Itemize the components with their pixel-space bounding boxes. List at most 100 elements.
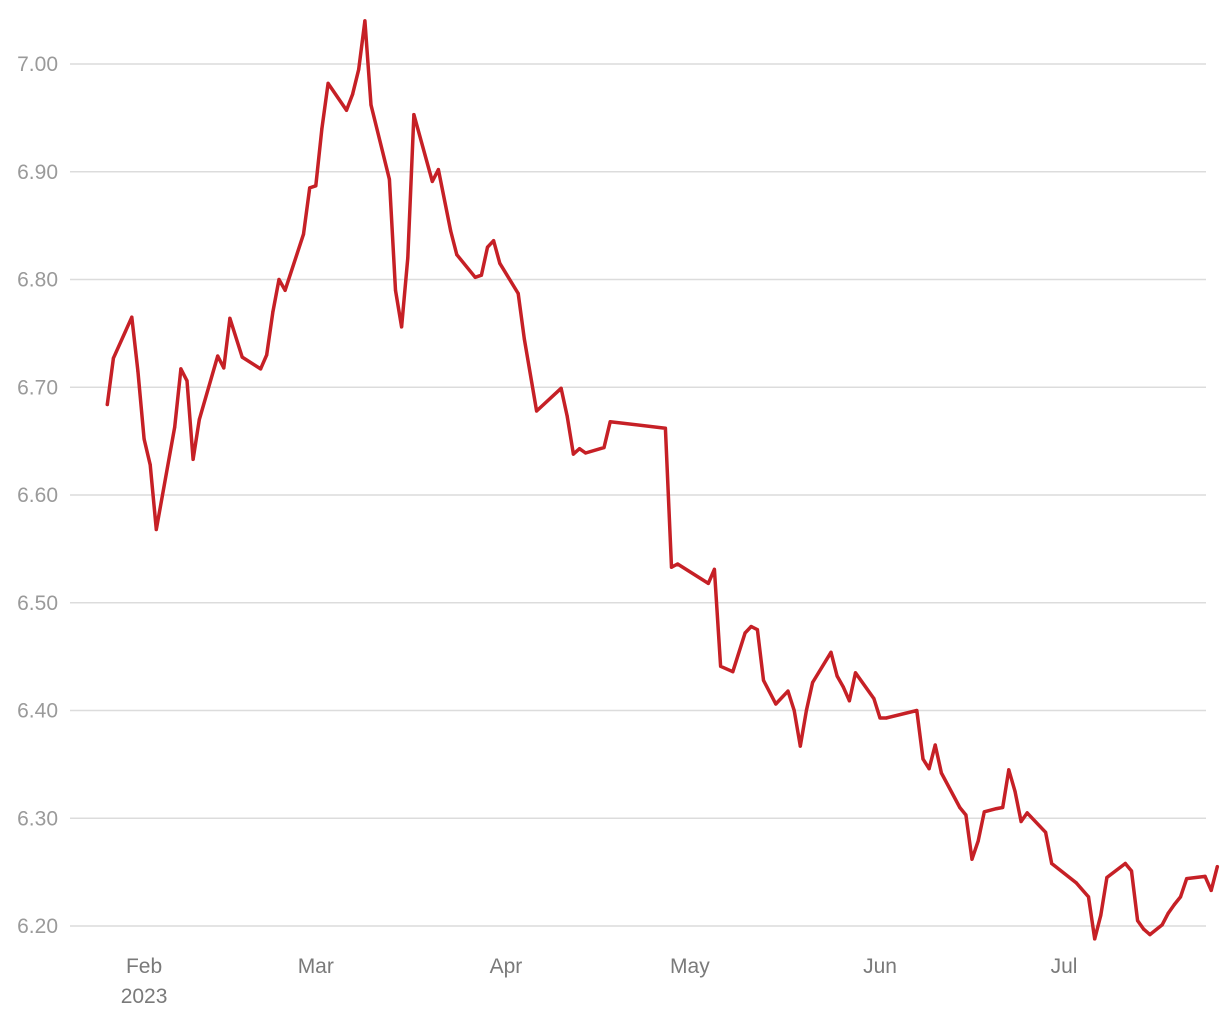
data-point <box>921 757 925 761</box>
data-point <box>878 716 882 720</box>
data-point <box>430 179 434 183</box>
data-point <box>743 631 747 635</box>
data-point <box>884 716 888 720</box>
data-point <box>485 245 490 249</box>
x-tick-label: Jul <box>1051 955 1078 978</box>
data-point <box>142 437 146 441</box>
data-point <box>283 288 287 292</box>
data-point <box>136 369 140 373</box>
data-point <box>455 253 459 257</box>
data-point <box>958 805 962 810</box>
data-point <box>1185 877 1189 881</box>
data-point <box>326 81 330 85</box>
data-point <box>712 567 717 571</box>
data-point <box>584 451 588 455</box>
data-point <box>400 325 404 329</box>
data-point <box>308 186 312 190</box>
data-point <box>1160 923 1164 927</box>
data-point <box>473 275 477 279</box>
data-point <box>271 310 275 314</box>
data-point <box>277 277 281 282</box>
data-point <box>516 291 520 296</box>
data-point <box>1007 768 1011 772</box>
data-point <box>792 708 796 713</box>
data-point <box>970 857 974 861</box>
data-point <box>105 402 109 407</box>
data-point <box>841 685 845 689</box>
data-point <box>1074 881 1078 885</box>
data-point <box>344 108 349 112</box>
data-point <box>498 261 502 265</box>
data-point <box>1209 888 1213 893</box>
data-point <box>1099 913 1103 917</box>
data-point <box>216 354 220 358</box>
data-point <box>479 273 483 277</box>
data-point <box>191 457 195 461</box>
data-point <box>761 678 766 682</box>
data-point <box>927 767 931 771</box>
data-point <box>1203 874 1207 879</box>
data-point <box>179 367 183 371</box>
x-tick-label: Mar <box>298 955 334 978</box>
y-tick-label: 6.50 <box>17 592 58 615</box>
data-point <box>173 425 177 429</box>
data-point <box>964 813 968 817</box>
data-point <box>676 562 680 566</box>
data-point <box>1105 875 1109 880</box>
data-point <box>148 463 152 467</box>
data-point <box>847 699 852 703</box>
data-point <box>301 232 306 236</box>
gridlines <box>70 63 1206 927</box>
data-point <box>369 103 373 107</box>
data-point <box>786 689 790 693</box>
data-point <box>1025 811 1029 815</box>
data-point <box>1019 819 1023 824</box>
x-tick-label: Feb <box>126 955 162 978</box>
data-point <box>811 680 815 685</box>
data-point <box>1215 865 1219 869</box>
data-point <box>111 356 115 360</box>
data-point <box>492 239 496 243</box>
data-point <box>363 19 367 23</box>
data-point <box>939 771 944 775</box>
data-point <box>1148 933 1152 937</box>
data-point <box>872 697 876 701</box>
data-point <box>259 367 263 371</box>
data-point <box>915 708 919 713</box>
data-point <box>1001 805 1005 810</box>
data-point <box>406 256 410 260</box>
data-point <box>755 628 760 632</box>
data-point <box>1172 902 1176 907</box>
data-point <box>222 366 226 370</box>
data-point <box>976 839 980 843</box>
data-point <box>449 229 453 233</box>
data-point <box>387 177 391 181</box>
data-point <box>602 446 606 450</box>
data-point <box>995 807 999 811</box>
x-axis-tick-labels: Feb 2023 Mar Apr May Jun Jul <box>121 955 1078 1008</box>
data-point <box>1142 927 1146 931</box>
data-point <box>1136 919 1140 923</box>
data-point <box>1166 911 1170 915</box>
data-point <box>1086 895 1091 899</box>
y-tick-label: 6.60 <box>17 484 58 507</box>
data-point <box>130 315 134 319</box>
data-point <box>185 379 189 383</box>
data-point <box>393 288 398 292</box>
data-point <box>835 674 839 678</box>
data-point <box>669 565 674 569</box>
data-point <box>1129 869 1134 873</box>
data-point <box>798 744 802 748</box>
y-tick-label: 6.40 <box>17 700 58 723</box>
data-point <box>314 184 318 188</box>
series-layer <box>105 19 1220 941</box>
x-tick-label: Jun <box>863 955 897 978</box>
data-point <box>577 447 582 451</box>
data-point <box>565 414 569 418</box>
y-tick-label: 6.80 <box>17 269 58 292</box>
data-point <box>608 420 612 424</box>
data-point <box>1050 861 1054 866</box>
data-point <box>719 664 723 668</box>
y-tick-label: 7.00 <box>17 53 58 76</box>
